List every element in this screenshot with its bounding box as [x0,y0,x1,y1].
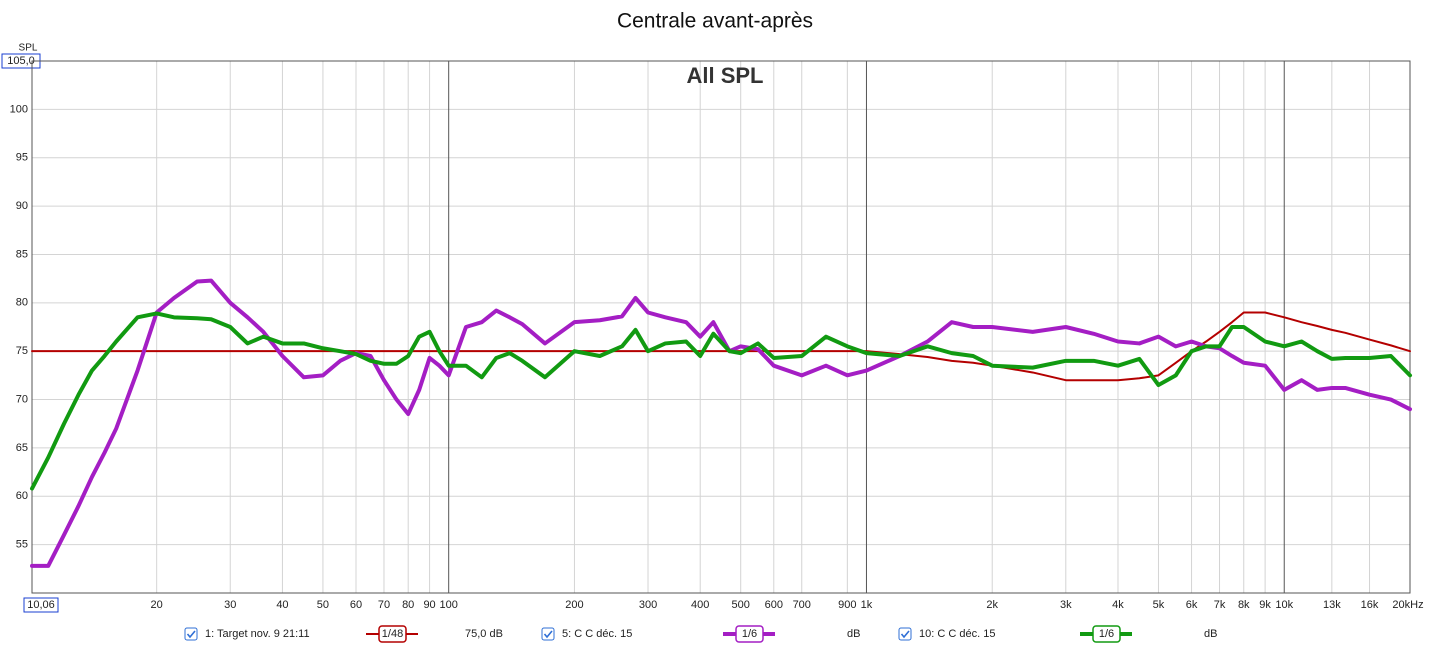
x-tick-label: 600 [765,599,783,611]
plot-frame [31,60,1411,594]
y-axis-label: SPL [19,43,38,54]
x-tick-label: 10k [1275,599,1293,611]
legend-label: 5: C C déc. 15 [562,628,632,640]
x-tick-label: 4k [1112,599,1124,611]
x-tick-label: 500 [732,599,750,611]
legend-item[interactable]: 5: C C déc. 15 1/6 dB [541,625,860,643]
x-tick-label: 700 [793,599,811,611]
x-tick-label: 8k [1238,599,1250,611]
x-tick-label: 9k [1259,599,1271,611]
legend-label: 10: C C déc. 15 [919,628,995,640]
y-tick-label: 75 [16,345,28,357]
y-tick-label: 70 [16,393,28,405]
x-tick-label: 6k [1186,599,1198,611]
x-tick-label: 400 [691,599,709,611]
smoothing-box[interactable] [1092,625,1121,643]
x-tick-label: 40 [276,599,288,611]
y-tick-label: 95 [16,152,28,164]
x-tick-label: 7k [1214,599,1226,611]
x-tick-label: 30 [224,599,236,611]
x-limit-box[interactable] [23,597,59,613]
smoothing-box[interactable] [735,625,764,643]
y-tick-label: 100 [10,103,28,115]
x-tick-label: 13k [1323,599,1341,611]
x-tick-label: 50 [317,599,329,611]
y-tick-label: 65 [16,442,28,454]
x-tick-label[interactable]: 10,06 [27,599,55,611]
legend-value: dB [1204,628,1217,640]
legend-checkbox[interactable] [184,627,198,641]
smoothing-box[interactable] [378,625,407,643]
smoothing-label[interactable]: 1/48 [382,628,403,640]
x-tick-label: 5k [1153,599,1165,611]
smoothing-label[interactable]: 1/6 [1099,628,1114,640]
y-tick-label: 60 [16,490,28,502]
x-tick-label: 60 [350,599,362,611]
x-tick-label: 20 [151,599,163,611]
x-tick-label: 200 [565,599,583,611]
y-tick-label[interactable]: 105,0 [7,55,35,67]
checkmark [900,630,910,639]
x-tick-label: 80 [402,599,414,611]
x-tick-label: 1k [861,599,873,611]
y-tick-label: 85 [16,248,28,260]
legend-checkbox[interactable] [541,627,555,641]
x-tick-label: 16k [1361,599,1379,611]
y-tick-label: 90 [16,200,28,212]
legend-label: 1: Target nov. 9 21:11 [205,628,310,640]
x-tick-label: 3k [1060,599,1072,611]
legend-checkbox[interactable] [898,627,912,641]
y-tick-label: 80 [16,297,28,309]
x-tick-label: 900 [838,599,856,611]
chart-title: Centrale avant-après [617,10,813,33]
x-tick-label: 2k [986,599,998,611]
checkmark [186,630,196,639]
x-tick-label: 20kHz [1392,599,1423,611]
legend-item[interactable]: 10: C C déc. 15 1/6 dB [898,625,1217,643]
series-line [30,278,1412,568]
y-tick-label: 55 [16,539,28,551]
checkmark [543,630,553,639]
x-tick-label: 70 [378,599,390,611]
series-line [30,311,1412,491]
legend-item[interactable]: 1: Target nov. 9 21:11 1/48 75,0 dB [184,625,503,643]
smoothing-label[interactable]: 1/6 [742,628,757,640]
x-tick-label: 100 [440,599,458,611]
x-tick-label: 300 [639,599,657,611]
legend-value: 75,0 dB [465,628,503,640]
annotation: All SPL [686,63,763,88]
legend-value: dB [847,628,860,640]
x-tick-label: 90 [423,599,435,611]
